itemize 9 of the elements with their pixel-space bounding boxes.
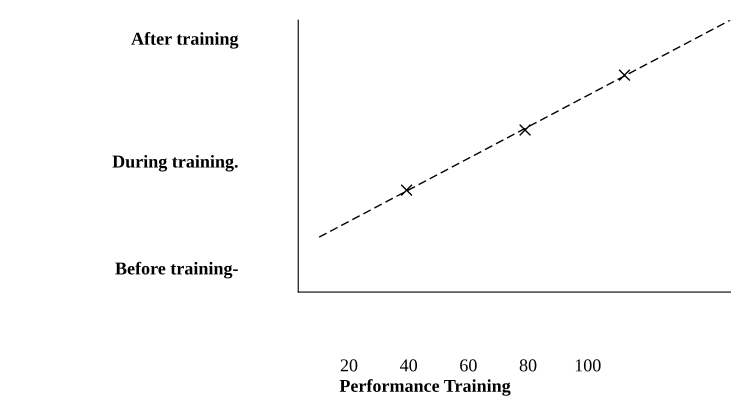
text: During training. <box>112 154 238 172</box>
x-tick-label: 20 <box>340 359 358 372</box>
text: After training <box>131 32 238 49</box>
text: Before training- <box>115 262 238 278</box>
x-axis-title: Performance Training <box>340 379 511 396</box>
x-tick-label: 80 <box>520 359 536 372</box>
x-tick-label: 100 <box>576 359 601 372</box>
x-tick-label: 60 <box>460 359 477 372</box>
x-tick-label: 40 <box>400 359 418 372</box>
